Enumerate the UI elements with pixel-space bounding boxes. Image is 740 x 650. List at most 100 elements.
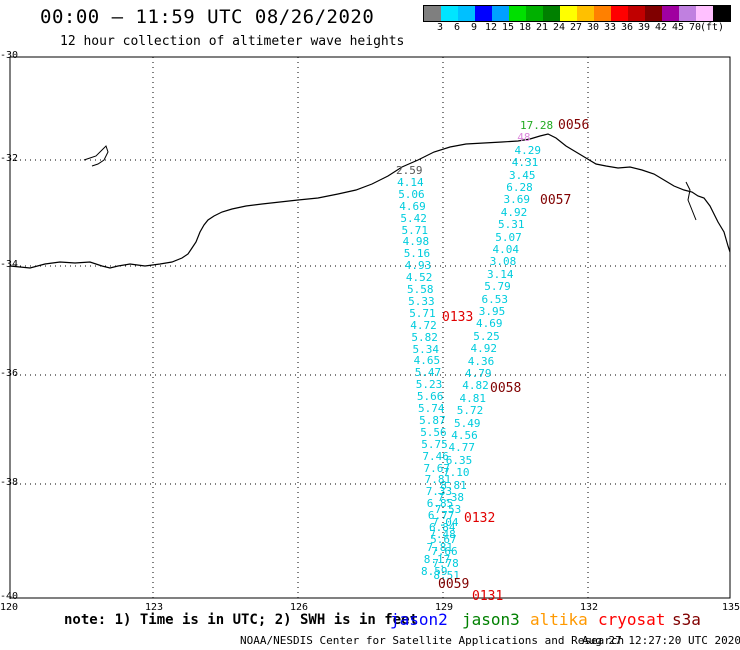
pass-time-label: 0056: [558, 118, 590, 133]
wave-height-value: 4.04: [492, 243, 520, 256]
color-swatch: [696, 6, 713, 21]
wave-height-value: 7.67: [423, 461, 451, 475]
color-swatch: [543, 6, 560, 21]
wave-height-value: 5.71: [401, 223, 429, 237]
color-scale-label: 6: [453, 22, 461, 33]
color-swatch: [679, 6, 696, 21]
color-scale-label: 30: [586, 22, 600, 33]
generation-timestamp: Aug 27 12:27:20 UTC 2020: [582, 634, 740, 647]
color-swatch: [645, 6, 662, 21]
wave-height-value: 4.81: [459, 391, 487, 405]
wave-height-value: 5.31: [498, 218, 525, 232]
wave-height-value: 5.49: [454, 416, 481, 430]
wave-height-value: 5.23: [415, 378, 443, 392]
wave-height-value: 7.53: [434, 503, 462, 517]
wave-height-value: 7.46: [422, 449, 449, 463]
wave-height-color-scale: [423, 5, 731, 22]
color-swatch: [475, 6, 492, 21]
latitude-label: -34: [0, 259, 19, 270]
map-frame: [9, 56, 731, 599]
wave-height-value: 6.77: [427, 509, 455, 523]
color-scale-label: 33: [603, 22, 617, 33]
wave-height-value: 4.72: [410, 318, 437, 332]
wave-height-value: 7.10: [443, 466, 470, 480]
satellite-legend-item: altika: [530, 610, 588, 629]
wave-height-value: 4.56: [451, 429, 478, 442]
wave-height-value: 4.29: [514, 143, 542, 157]
wave-height-value: 4.92: [500, 205, 528, 219]
wave-height-value: 8.17: [423, 553, 451, 566]
color-scale-label: 45: [671, 22, 685, 33]
wave-height-value: 3.69: [503, 193, 531, 207]
color-scale-label: 15: [501, 22, 515, 33]
color-swatch: [458, 6, 475, 21]
wave-height-value: 5.74: [418, 402, 445, 415]
wave-height-value: 5.42: [400, 211, 427, 225]
color-scale-label: 70: [688, 22, 702, 33]
wave-height-value: 5.82: [411, 330, 438, 344]
wave-height-value: 8.51: [433, 568, 460, 582]
credit-line: NOAA/NESDIS Center for Satellite Applica…: [240, 634, 625, 647]
color-swatch: [509, 6, 526, 21]
longitude-label: 132: [580, 602, 599, 613]
wave-height-value: 4.92: [470, 342, 498, 356]
color-swatch: [662, 6, 679, 21]
wave-height-value: 4.98: [402, 235, 430, 249]
wave-height-value: 4.69: [476, 317, 503, 331]
wave-height-value: 5.72: [456, 404, 484, 418]
longitude-label: 123: [145, 602, 164, 613]
wave-height-value: 5.47: [414, 366, 442, 380]
wave-height-value: 7.48: [429, 528, 456, 542]
wave-height-value: 8.81: [440, 478, 467, 492]
wave-height-value: 7.81: [426, 540, 454, 554]
color-scale-label: 3: [436, 22, 444, 33]
satellite-legend-item: jason3: [462, 610, 520, 629]
color-swatch: [713, 6, 730, 21]
wave-height-value: 17.28: [520, 119, 554, 132]
color-scale-label: 18: [518, 22, 532, 33]
wave-height-value: 4.31: [511, 156, 539, 170]
satellite-legend-item: cryosat: [598, 610, 666, 629]
map-title: 00:00 – 11:59 UTC 08/26/2020: [40, 6, 375, 28]
color-scale-label: 36: [620, 22, 634, 33]
color-swatch: [424, 6, 441, 21]
wave-height-value: 6.84: [429, 521, 456, 534]
color-scale-label: 24: [552, 22, 566, 33]
wave-height-value: 3.45: [509, 168, 536, 182]
wave-height-value: 6.85: [426, 497, 454, 511]
wave-height-value: 4.77: [448, 441, 476, 455]
wave-height-value: 3.95: [478, 305, 506, 318]
wave-height-value: 5.56: [420, 425, 447, 439]
color-scale-label: (ft): [699, 22, 725, 33]
color-scale-label: 27: [569, 22, 583, 33]
color-scale-label: 9: [470, 22, 478, 33]
color-scale-label: 39: [637, 22, 651, 33]
small-coastline-fragment: [83, 145, 109, 167]
wave-height-value: 7.78: [432, 556, 459, 570]
wave-height-value: 4.69: [399, 199, 426, 213]
lat-lon-grid: [10, 57, 730, 598]
wave-height-value: 4.36: [467, 354, 495, 368]
wave-height-value: 7.33: [425, 485, 453, 499]
longitude-label: 126: [290, 602, 309, 613]
wave-height-value: 5.71: [409, 306, 436, 320]
wave-height-value: 6.28: [506, 181, 533, 194]
river-inlet: [685, 181, 697, 221]
pass-time-label: 0133: [442, 310, 474, 325]
wave-height-value: 5.58: [407, 283, 434, 296]
wave-height-value: 7.66: [431, 544, 458, 558]
satellite-legend-item: s3a: [672, 610, 701, 629]
wave-height-value: 48: [517, 131, 531, 145]
color-swatch: [560, 6, 577, 21]
wave-height-value: 7.81: [424, 473, 452, 487]
wave-height-value: 5.25: [473, 329, 500, 343]
wave-height-value: 5.06: [398, 187, 425, 201]
wave-height-value: 4.93: [404, 259, 432, 273]
wave-height-value: 6.53: [481, 292, 509, 306]
pass-time-label: 0057: [540, 193, 572, 208]
satellite-legend-item: jason2: [390, 610, 448, 629]
wave-height-value: 7.04: [432, 515, 459, 529]
wave-height-value: 5.34: [412, 342, 440, 356]
color-swatch: [492, 6, 509, 21]
